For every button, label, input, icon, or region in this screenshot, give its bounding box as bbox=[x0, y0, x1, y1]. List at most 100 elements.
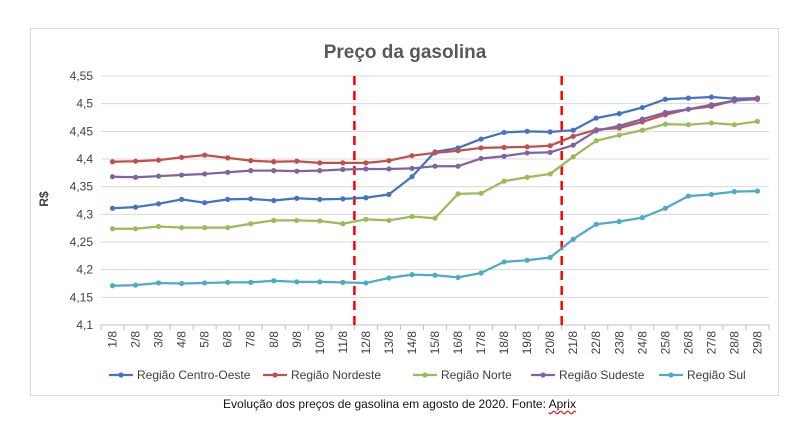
data-point bbox=[271, 197, 277, 204]
data-point bbox=[179, 154, 185, 160]
y-tick-label: 4,15 bbox=[70, 290, 94, 304]
legend-item: Região Sul bbox=[659, 368, 746, 382]
data-point bbox=[248, 279, 254, 285]
data-point bbox=[317, 196, 323, 202]
x-tick-label: 27/8 bbox=[704, 331, 718, 355]
data-point bbox=[639, 127, 645, 133]
figure-caption: Evolução dos preços de gasolina em agost… bbox=[0, 397, 799, 411]
data-point bbox=[455, 163, 461, 169]
data-point bbox=[501, 178, 507, 184]
x-tick-label: 23/8 bbox=[612, 331, 626, 355]
data-point bbox=[547, 149, 553, 155]
x-tick-label: 8/8 bbox=[267, 331, 281, 348]
data-point bbox=[708, 102, 715, 108]
data-point bbox=[363, 280, 369, 286]
data-point bbox=[248, 221, 254, 227]
data-point bbox=[662, 121, 668, 127]
data-point bbox=[754, 118, 761, 124]
data-point bbox=[616, 111, 622, 117]
y-tick-label: 4,3 bbox=[76, 207, 93, 221]
data-point bbox=[340, 166, 346, 173]
data-point bbox=[317, 218, 323, 224]
legend-item: Região Nordeste bbox=[263, 368, 381, 382]
y-tick-label: 4,5 bbox=[76, 97, 93, 111]
x-tick-label: 14/8 bbox=[405, 331, 419, 355]
data-point bbox=[179, 280, 185, 287]
x-tick-label: 4/8 bbox=[175, 331, 189, 348]
caption-text: Evolução dos preços de gasolina em agost… bbox=[223, 397, 549, 411]
data-point bbox=[685, 122, 691, 128]
legend-marker bbox=[272, 372, 278, 378]
data-point bbox=[524, 174, 530, 180]
data-point bbox=[132, 174, 139, 180]
data-point bbox=[524, 150, 530, 156]
data-point bbox=[317, 279, 323, 285]
x-tick-label: 12/8 bbox=[359, 331, 373, 355]
data-point bbox=[155, 280, 162, 286]
data-point bbox=[570, 154, 576, 160]
data-point bbox=[524, 144, 530, 150]
axes: 4,1 4,15 4,2 4,25 4,3 4,35 4,4 4,45 4,5 4,55 1/8 2/… bbox=[70, 69, 770, 355]
data-point bbox=[363, 195, 369, 201]
data-point bbox=[132, 204, 139, 210]
legend-marker bbox=[118, 372, 124, 378]
data-point bbox=[616, 132, 622, 138]
data-point bbox=[109, 174, 116, 180]
data-point bbox=[109, 205, 116, 211]
data-point bbox=[202, 225, 208, 231]
data-point bbox=[409, 272, 415, 278]
data-point bbox=[225, 169, 231, 175]
data-point bbox=[409, 174, 415, 180]
data-point bbox=[524, 257, 530, 263]
data-point bbox=[179, 196, 185, 202]
data-point bbox=[593, 138, 599, 144]
data-point bbox=[662, 109, 668, 116]
data-point bbox=[340, 160, 346, 166]
data-point bbox=[179, 225, 185, 231]
data-point bbox=[202, 171, 208, 177]
data-point bbox=[547, 171, 553, 177]
data-point bbox=[685, 106, 691, 112]
data-point bbox=[731, 98, 738, 104]
data-point bbox=[294, 217, 300, 224]
data-point bbox=[455, 148, 461, 154]
y-tick-label: 4,2 bbox=[76, 263, 93, 277]
data-point bbox=[271, 217, 277, 224]
data-point bbox=[409, 153, 415, 159]
data-point bbox=[547, 143, 553, 149]
data-point bbox=[593, 115, 599, 121]
data-point bbox=[570, 133, 576, 139]
data-point bbox=[478, 270, 484, 276]
data-point bbox=[616, 123, 622, 129]
data-point bbox=[340, 221, 346, 227]
series-4 bbox=[109, 188, 761, 289]
data-point bbox=[570, 127, 576, 133]
data-point bbox=[409, 213, 415, 220]
gridlines bbox=[101, 75, 769, 326]
data-point bbox=[132, 158, 139, 164]
data-point bbox=[639, 215, 645, 221]
series-2 bbox=[109, 118, 761, 232]
x-tick-label: 28/8 bbox=[727, 331, 741, 355]
data-point bbox=[432, 150, 438, 156]
data-point bbox=[202, 152, 208, 158]
data-point bbox=[478, 145, 484, 151]
x-tick-label: 26/8 bbox=[681, 331, 695, 355]
data-point bbox=[271, 168, 277, 174]
data-point bbox=[432, 215, 438, 221]
data-point bbox=[478, 155, 484, 162]
x-tick-label: 24/8 bbox=[635, 331, 649, 355]
data-point bbox=[501, 144, 507, 150]
data-point bbox=[570, 142, 576, 148]
data-point bbox=[271, 278, 277, 284]
y-tick-label: 4,45 bbox=[70, 124, 94, 138]
data-point bbox=[409, 165, 415, 172]
data-point bbox=[593, 221, 599, 227]
chart-title: Preço da gasolina bbox=[324, 42, 487, 63]
data-point bbox=[662, 96, 668, 102]
data-point bbox=[731, 122, 738, 128]
data-point bbox=[109, 226, 116, 232]
data-point bbox=[432, 163, 438, 169]
x-tick-label: 29/8 bbox=[750, 331, 764, 355]
data-point bbox=[478, 190, 484, 196]
